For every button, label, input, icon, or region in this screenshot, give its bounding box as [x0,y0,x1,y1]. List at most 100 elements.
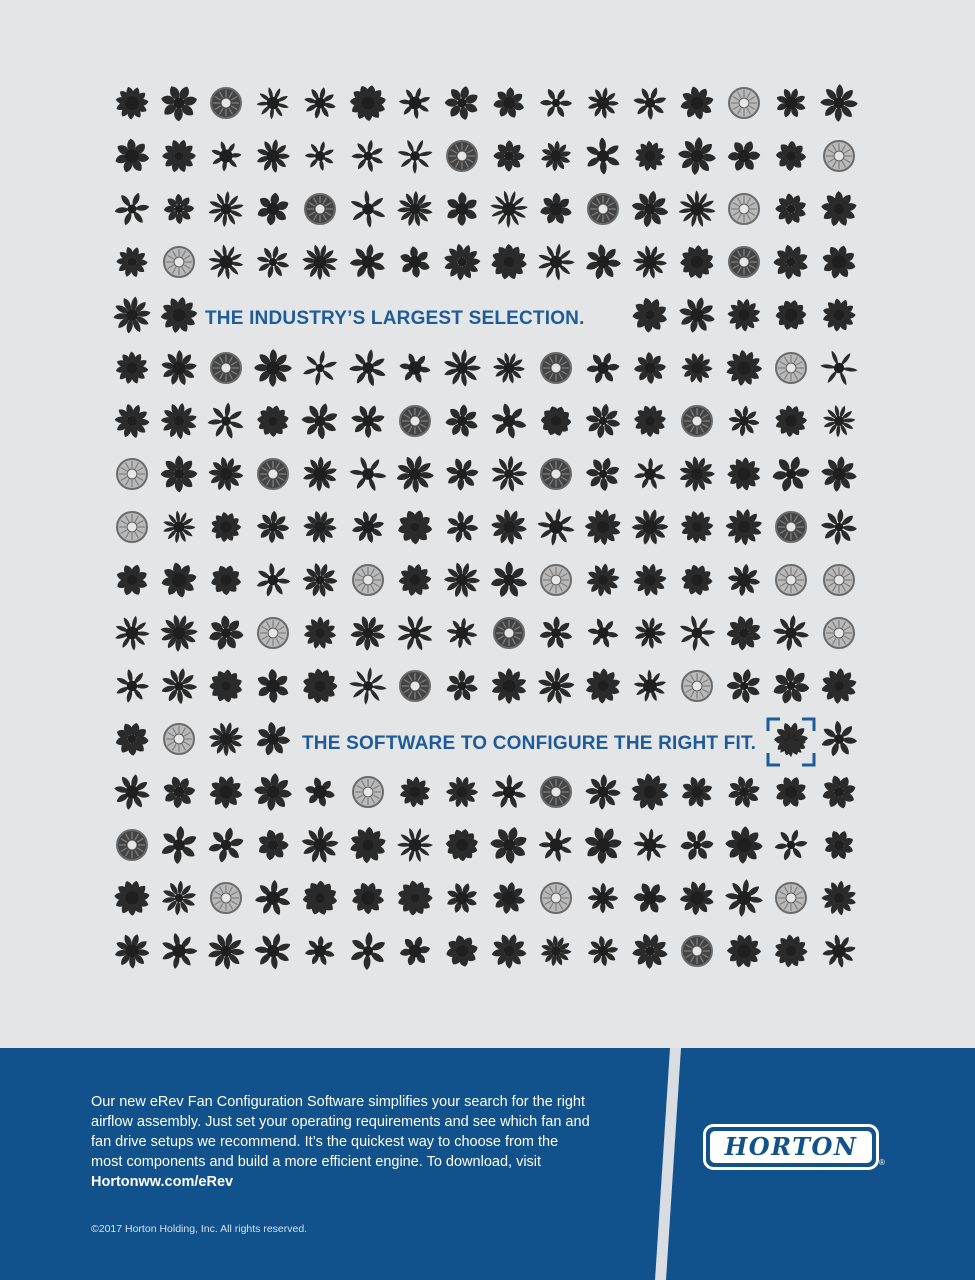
fan-clutch-icon [297,186,343,232]
fan-clutch-icon [533,345,579,391]
fan-clutch-icon [486,610,532,656]
fan-icon [580,504,626,550]
fan-icon [439,822,485,868]
fan-icon [109,716,155,762]
fan-icon [768,928,814,974]
fan-icon [439,398,485,444]
fan-icon [627,769,673,815]
fan-icon [250,398,296,444]
fan-icon [109,769,155,815]
fan-icon [816,451,862,497]
fan-icon [580,133,626,179]
fan-icon [203,186,249,232]
fan-icon [250,239,296,285]
fan-icon [674,345,720,391]
fan-icon [297,398,343,444]
fan-icon [250,875,296,921]
fan-icon [439,557,485,603]
fan-icon [533,186,579,232]
fan-icon [721,822,767,868]
fan-icon [486,398,532,444]
fan-icon [768,769,814,815]
fan-icon [109,875,155,921]
fan-clutch-icon [721,186,767,232]
fan-icon [345,133,391,179]
fan-icon [627,875,673,921]
fan-icon [109,80,155,126]
fan-icon [674,186,720,232]
fan-icon [533,928,579,974]
fan-icon [109,239,155,285]
fan-icon [392,80,438,126]
fan-icon [768,239,814,285]
fan-icon [203,928,249,974]
fan-icon [250,133,296,179]
fan-icon [721,398,767,444]
fan-clutch-icon [345,557,391,603]
fan-icon [297,133,343,179]
fan-icon [297,610,343,656]
fan-icon [768,292,814,338]
fan-icon [439,504,485,550]
fan-icon [439,875,485,921]
fan-icon [486,769,532,815]
fan-icon [297,504,343,550]
fan-icon [533,133,579,179]
download-link[interactable]: Hortonww.com/eRev [91,1174,234,1190]
fan-clutch-icon [203,875,249,921]
fan-icon [674,133,720,179]
fan-icon [627,345,673,391]
fan-clutch-icon [392,663,438,709]
fan-icon [345,928,391,974]
fan-icon [721,928,767,974]
fan-icon [627,822,673,868]
copyright: ©2017 Horton Holding, Inc. All rights re… [91,1223,308,1235]
fan-icon [627,663,673,709]
fan-icon [768,80,814,126]
fan-icon [156,133,202,179]
headline-configure-right-fit: THE SOFTWARE TO CONFIGURE THE RIGHT FIT. [302,733,757,754]
fan-clutch-icon [674,928,720,974]
fan-icon [156,822,202,868]
fan-icon [674,504,720,550]
fan-clutch-icon [156,716,202,762]
fan-icon [486,504,532,550]
fan-icon [486,345,532,391]
fan-icon [203,239,249,285]
fan-icon [816,716,862,762]
fan-icon [533,610,579,656]
footer-panel: Our new eRev Fan Configuration Software … [0,1048,975,1280]
fan-icon [250,80,296,126]
fan-icon [816,398,862,444]
fan-icon [297,345,343,391]
fan-icon [203,504,249,550]
fan-icon [816,663,862,709]
fan-clutch-icon [203,345,249,391]
fan-icon [486,80,532,126]
fan-icon [345,822,391,868]
fan-clutch-icon [580,186,626,232]
fan-icon [580,875,626,921]
fan-icon [439,928,485,974]
fan-icon [345,504,391,550]
fan-icon [156,398,202,444]
fan-icon [392,769,438,815]
fan-icon [203,610,249,656]
fan-clutch-icon [109,451,155,497]
fan-icon [627,451,673,497]
fan-icon [721,557,767,603]
fan-icon [297,451,343,497]
headline-largest-selection: THE INDUSTRY’S LARGEST SELECTION. [205,308,585,329]
fan-icon [297,928,343,974]
fan-icon [721,345,767,391]
fan-icon [533,80,579,126]
fan-clutch-icon [392,398,438,444]
fan-icon [439,80,485,126]
fan-icon [816,504,862,550]
fan-icon [486,239,532,285]
fan-icon [109,186,155,232]
fan-icon [816,292,862,338]
fan-icon [297,663,343,709]
fan-icon [768,398,814,444]
fan-icon [816,80,862,126]
